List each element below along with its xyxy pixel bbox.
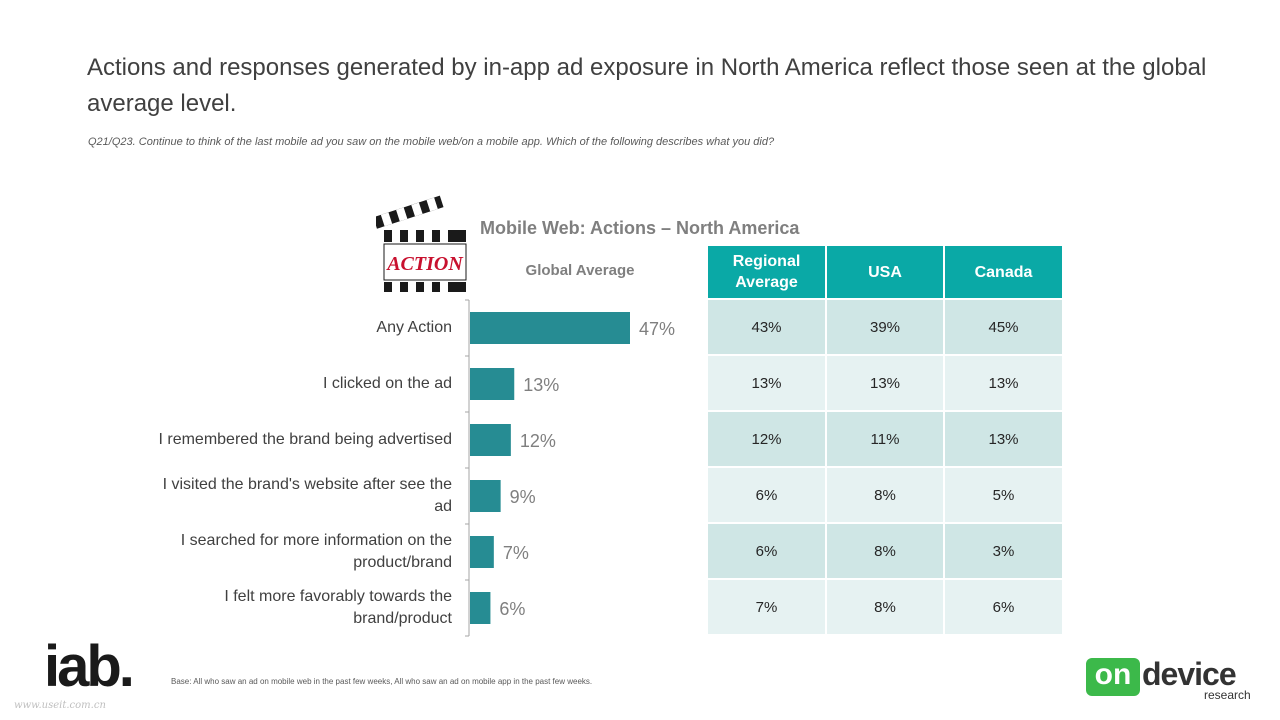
table-cell: 8%: [826, 578, 945, 634]
ondevice-research-text: research: [1204, 688, 1251, 702]
category-label: Any Action: [376, 319, 452, 336]
bar-value-label: 12%: [520, 431, 556, 451]
table-cell: 8%: [826, 466, 945, 523]
bar-value-label: 7%: [503, 543, 529, 563]
ondevice-on-bubble: on: [1086, 658, 1140, 696]
iab-logo-text: iab.: [44, 634, 135, 699]
table-cell: 12%: [708, 410, 827, 467]
bar-value-label: 47%: [639, 319, 675, 339]
ondevice-logo: on device research: [1086, 654, 1256, 704]
table-cell: 8%: [826, 522, 945, 579]
bar-value-label: 9%: [510, 487, 536, 507]
global-average-header: Global Average: [525, 262, 635, 279]
table-cell: 13%: [708, 354, 827, 411]
table-row: 12% 11% 13%: [708, 410, 1062, 467]
ondevice-device-text: device: [1142, 656, 1237, 692]
table-row: 6% 8% 5%: [708, 466, 1062, 523]
table-header-canada: Canada: [944, 246, 1062, 299]
table-cell: 13%: [944, 410, 1062, 467]
table-cell: 45%: [944, 298, 1062, 355]
iab-logo: iab.: [44, 638, 135, 696]
table-cell: 6%: [708, 522, 827, 579]
category-label: I remembered the brand being advertised: [158, 431, 452, 448]
table-cell: 6%: [708, 466, 827, 523]
page-title: Actions and responses generated by in-ap…: [87, 54, 1207, 117]
category-label: I searched for more information on the p…: [180, 532, 452, 571]
bar-value-label: 6%: [499, 599, 525, 619]
bar: [470, 424, 511, 456]
table-header-row: Regional Average USA Canada: [708, 246, 1062, 299]
table-cell: 43%: [708, 298, 827, 355]
action-clapperboard-icon: ACTION: [376, 195, 467, 292]
watermark: www.useit.com.cn: [14, 700, 106, 711]
table-row: 6% 8% 3%: [708, 522, 1062, 579]
category-label: I felt more favorably towards the brand/…: [224, 588, 452, 627]
table-row: 13% 13% 13%: [708, 354, 1062, 411]
base-footnote: Base: All who saw an ad on mobile web in…: [171, 677, 593, 686]
table-cell: 13%: [826, 354, 945, 411]
table-header-regional: Regional Average: [708, 246, 827, 299]
table-cell: 13%: [944, 354, 1062, 411]
table-row: 43% 39% 45%: [708, 298, 1062, 355]
table-cell: 6%: [944, 578, 1062, 634]
category-label: I clicked on the ad: [323, 375, 452, 392]
table-cell: 39%: [826, 298, 945, 355]
table-cell: 5%: [944, 466, 1062, 523]
table-header-usa: USA: [826, 246, 945, 299]
table-cell: 11%: [826, 410, 945, 467]
bar: [470, 480, 501, 512]
table-row: 7% 8% 6%: [708, 578, 1062, 634]
clapperboard-text: ACTION: [385, 253, 464, 275]
bar: [470, 368, 515, 400]
survey-question: Q21/Q23. Continue to think of the last m…: [88, 136, 775, 148]
bar: [470, 536, 494, 568]
regional-table: Regional Average USA Canada 43% 39% 45% …: [708, 246, 1062, 634]
bar-value-label: 13%: [523, 375, 559, 395]
table-cell: 3%: [944, 522, 1062, 579]
bar: [470, 592, 491, 624]
table-cell: 7%: [708, 578, 827, 634]
chart-title: Mobile Web: Actions – North America: [480, 218, 800, 238]
bar: [470, 312, 630, 344]
category-label: I visited the brand's website after see …: [162, 476, 452, 515]
